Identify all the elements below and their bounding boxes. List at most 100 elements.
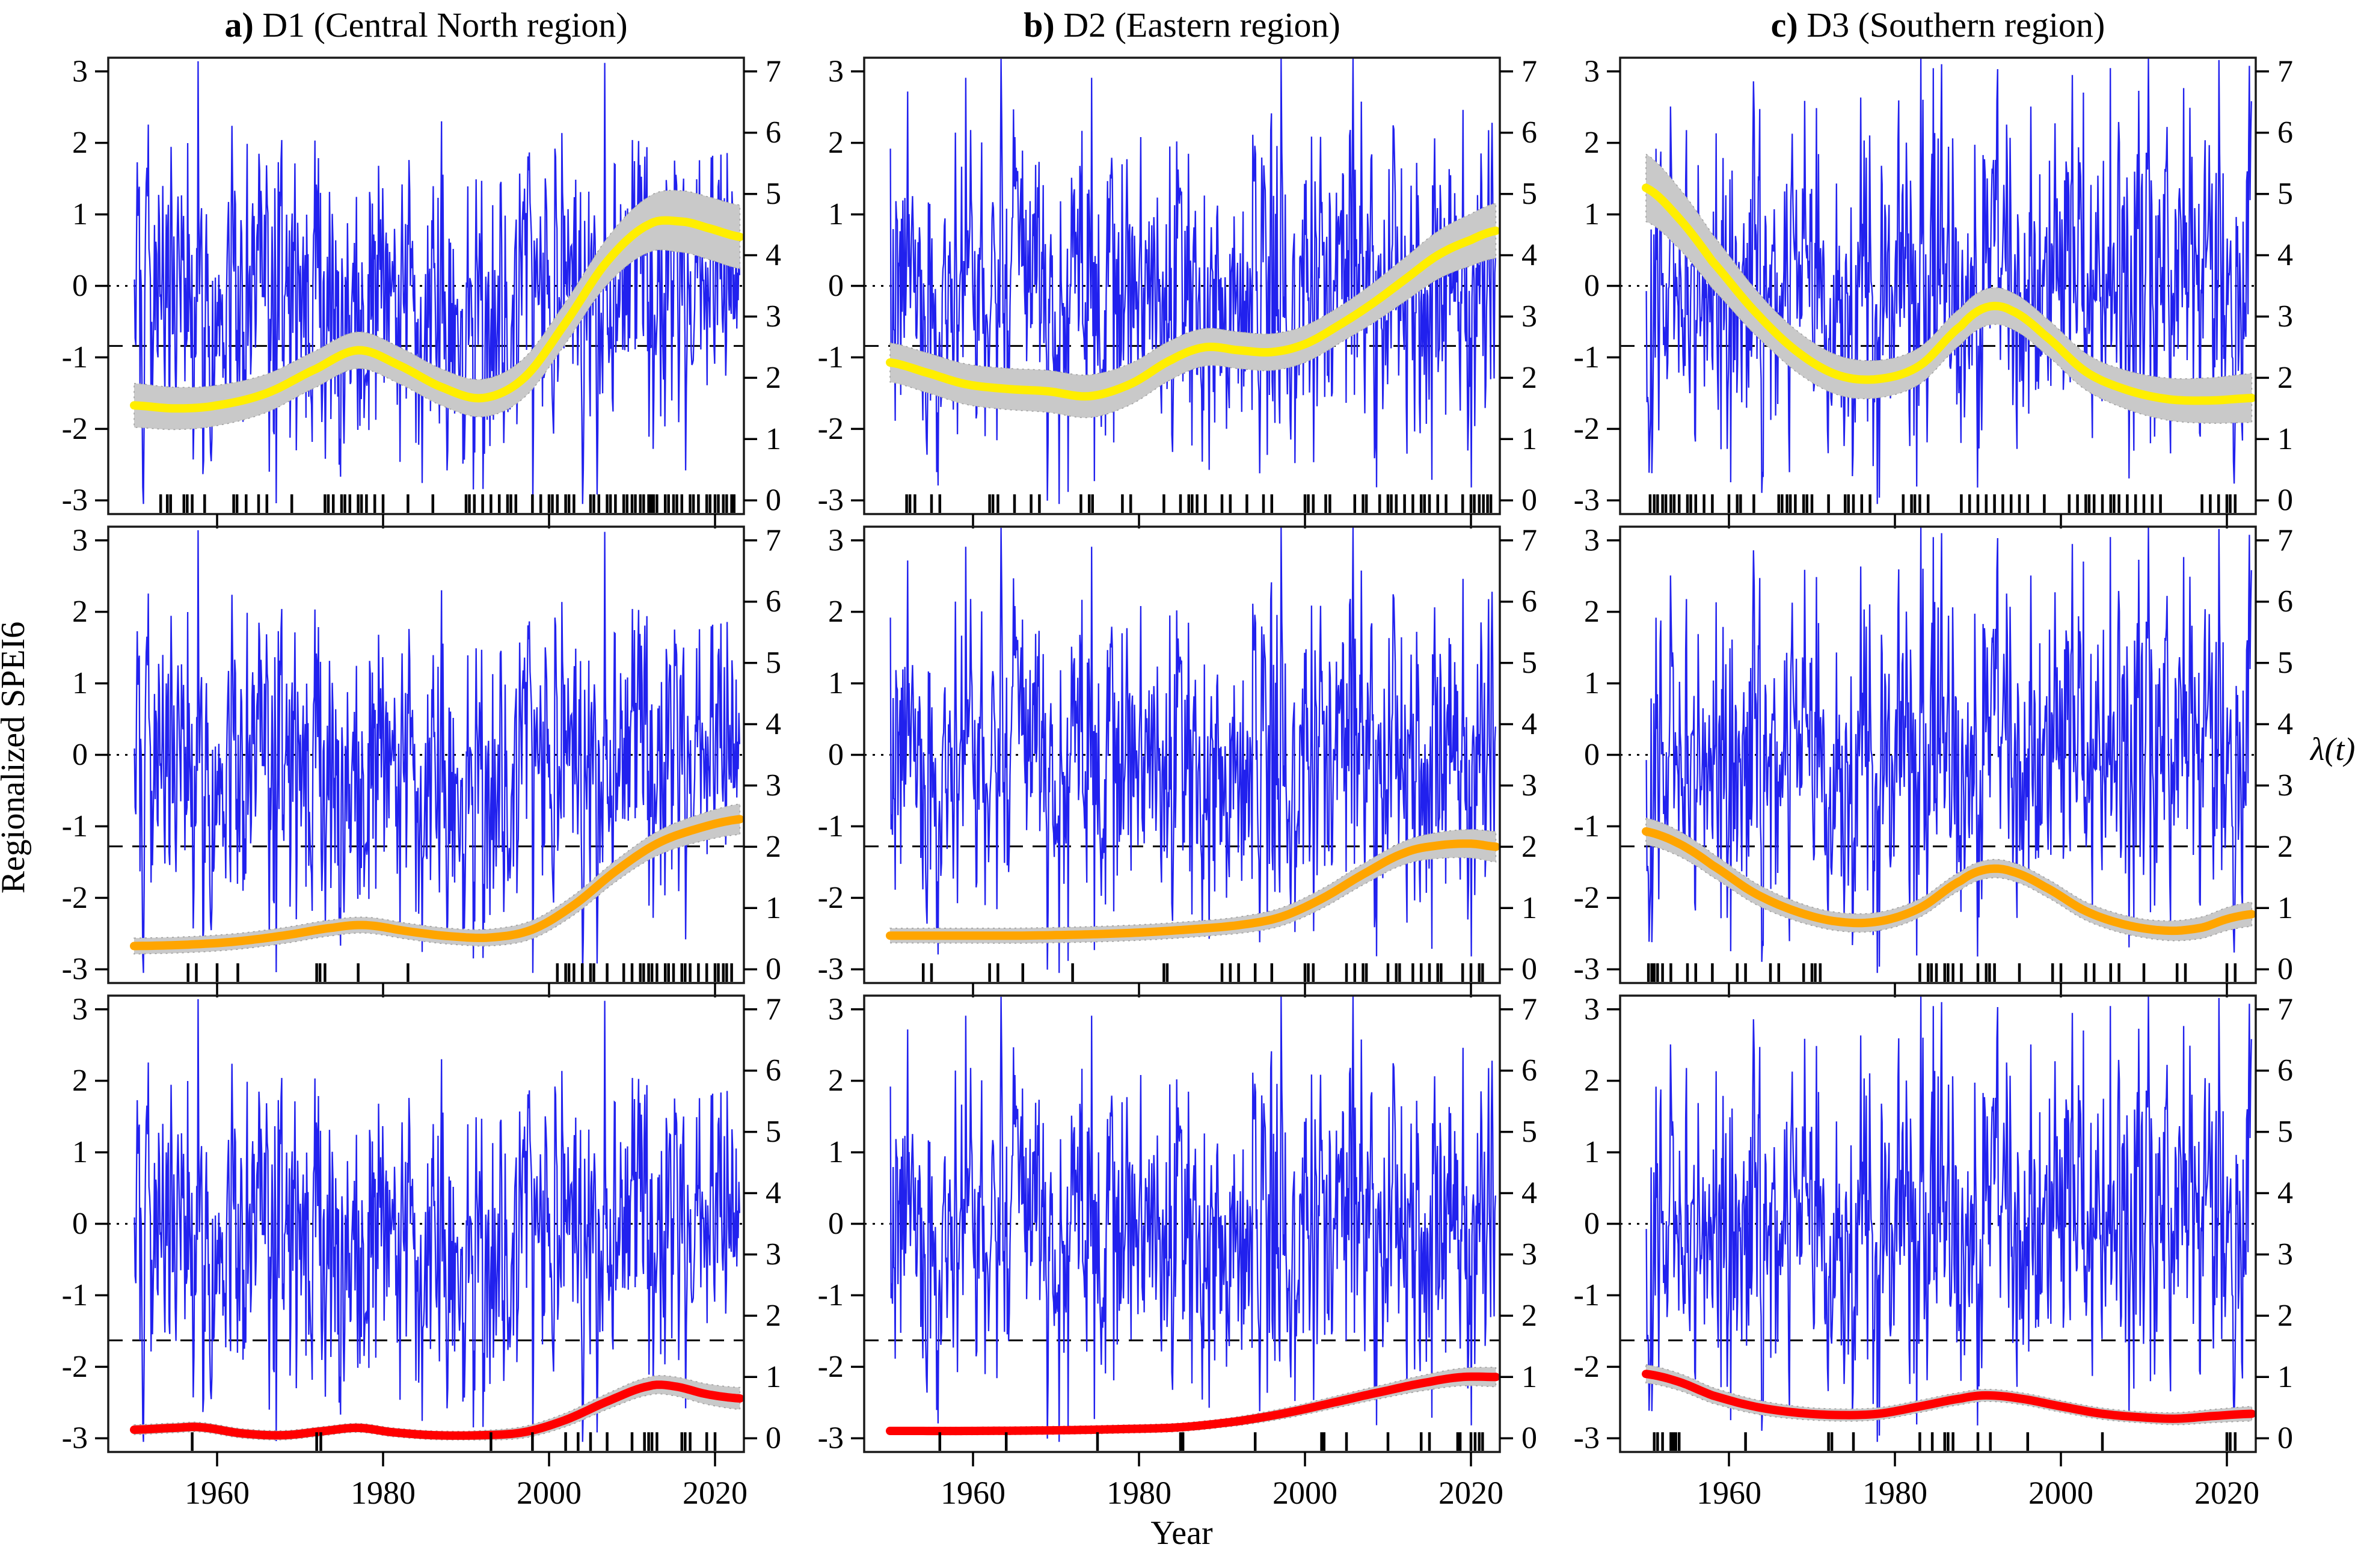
panel-b-severe: 3 2 1 0 -1 -2 -3 7 6 5 4 3 2 1 0 bbox=[818, 523, 1537, 997]
right-axis-tick-label: 1 bbox=[1521, 891, 1537, 925]
right-axis-tick-label: 0 bbox=[2277, 952, 2293, 987]
rug-marks bbox=[1653, 1432, 2237, 1451]
right-axis-tick-label: 3 bbox=[2277, 299, 2293, 334]
right-axis-tick-label: 5 bbox=[1521, 1115, 1537, 1149]
panel-c-moderate: 3 2 1 0 -1 -2 -3 7 6 5 4 3 2 1 0 bbox=[1574, 54, 2293, 528]
right-axis-tick-label: 3 bbox=[766, 1237, 781, 1272]
panel-a-extreme: 3 2 1 0 -1 -2 -3 7 6 5 4 3 2 1 0 1960 1980 2000 2020 bbox=[62, 992, 781, 1511]
left-axis-tick-label: 3 bbox=[1584, 54, 1600, 88]
right-axis-tick-label: 4 bbox=[2277, 238, 2293, 272]
panel-plot-area-a-extreme bbox=[108, 999, 744, 1442]
left-axis-tick-label: 1 bbox=[1584, 1135, 1600, 1169]
left-axis-tick-label: 2 bbox=[1584, 126, 1600, 160]
x-axis-tick-label: 1960 bbox=[185, 1475, 250, 1511]
left-axis-tick-label: -2 bbox=[818, 1350, 844, 1384]
x-axis-label: Year bbox=[1150, 1514, 1213, 1552]
panel-plot-area-c-extreme bbox=[1620, 996, 2256, 1442]
left-axis-tick-label: 2 bbox=[828, 1064, 844, 1098]
rug-marks bbox=[159, 494, 735, 513]
spei6-monthly-series-line bbox=[889, 527, 1496, 973]
right-axis-tick-label: 5 bbox=[766, 646, 781, 680]
left-axis-tick-label: 0 bbox=[828, 269, 844, 303]
right-axis-tick-label: 6 bbox=[766, 115, 781, 150]
panel-c-extreme: 3 2 1 0 -1 -2 -3 7 6 5 4 3 2 1 0 1960 1980 2000 2020 bbox=[1574, 992, 2293, 1511]
right-axis-tick-label: 4 bbox=[2277, 1176, 2293, 1210]
rug-marks bbox=[905, 494, 1493, 513]
right-axis-tick-label: 7 bbox=[1521, 992, 1537, 1026]
right-axis-tick-label: 0 bbox=[2277, 1421, 2293, 1456]
x-axis-tick-label: 2020 bbox=[1438, 1475, 1503, 1511]
left-axis-tick-label: -2 bbox=[1574, 412, 1600, 446]
left-axis-tick-label: 2 bbox=[72, 126, 88, 160]
right-axis-tick-label: 3 bbox=[2277, 1237, 2293, 1272]
left-axis-tick-label: 2 bbox=[1584, 595, 1600, 629]
left-axis-tick-label: 3 bbox=[1584, 523, 1600, 557]
panel-b-moderate: 3 2 1 0 -1 -2 -3 7 6 5 4 3 2 1 0 bbox=[818, 54, 1537, 528]
left-axis-tick-label: 3 bbox=[72, 54, 88, 88]
left-axis-tick-label: 3 bbox=[828, 992, 844, 1026]
spei6-monthly-series-line bbox=[134, 530, 740, 973]
left-axis-tick-label: 3 bbox=[828, 523, 844, 557]
panel-b-extreme: 3 2 1 0 -1 -2 -3 7 6 5 4 3 2 1 0 1960 1980 2000 2020 bbox=[818, 992, 1537, 1511]
confidence-band bbox=[889, 202, 1497, 418]
left-axis-tick-label: 0 bbox=[72, 738, 88, 772]
panel-title-d2: b) D2 (Eastern region) bbox=[864, 5, 1500, 45]
right-axis-tick-label: 6 bbox=[766, 584, 781, 619]
right-axis-tick-label: 3 bbox=[1521, 1237, 1537, 1272]
right-axis-tick-label: 6 bbox=[2277, 584, 2293, 619]
lambda-trend-line bbox=[130, 216, 744, 413]
left-axis-tick-label: -1 bbox=[818, 809, 844, 844]
x-axis-tick-label: 2020 bbox=[2194, 1475, 2259, 1511]
right-axis-tick-label: 5 bbox=[2277, 646, 2293, 680]
right-axis-tick-label: 2 bbox=[2277, 361, 2293, 395]
right-axis-tick-label: 4 bbox=[766, 238, 781, 272]
lambda-trend-line bbox=[886, 1372, 1500, 1436]
y-axis-label-right: λ(t) bbox=[2310, 731, 2356, 767]
rug-marks bbox=[921, 963, 1484, 982]
right-axis-tick-label: 0 bbox=[2277, 483, 2293, 518]
rug-marks bbox=[191, 1432, 717, 1451]
left-axis-tick-label: -3 bbox=[1574, 1421, 1600, 1456]
left-axis-tick-label: 0 bbox=[72, 1207, 88, 1241]
right-axis-tick-label: 2 bbox=[766, 830, 781, 864]
x-axis-tick-label: 1980 bbox=[351, 1475, 416, 1511]
spei6-monthly-series-line bbox=[1645, 527, 2252, 973]
right-axis-tick-label: 5 bbox=[766, 1115, 781, 1149]
x-axis-tick-label: 2000 bbox=[517, 1475, 582, 1511]
right-axis-tick-label: 0 bbox=[766, 483, 781, 518]
left-axis-tick-label: 0 bbox=[1584, 269, 1600, 303]
right-axis-tick-label: 4 bbox=[1521, 1176, 1537, 1210]
lambda-trend-line bbox=[130, 1380, 744, 1440]
right-axis-tick-label: 7 bbox=[2277, 54, 2293, 88]
left-axis-tick-label: -1 bbox=[818, 340, 844, 375]
left-axis-tick-label: 1 bbox=[828, 1135, 844, 1169]
x-axis-tick-label: 1960 bbox=[1696, 1475, 1761, 1511]
panel-a-severe: 3 2 1 0 -1 -2 -3 7 6 5 4 3 2 1 0 bbox=[62, 523, 781, 997]
left-axis-tick-label: -2 bbox=[818, 881, 844, 915]
left-axis-tick-label: 0 bbox=[828, 738, 844, 772]
right-axis-tick-label: 5 bbox=[1521, 646, 1537, 680]
panel-plot-area-b-extreme bbox=[864, 996, 1500, 1442]
panel-plot-area-a-moderate bbox=[108, 61, 744, 504]
right-axis-tick-label: 4 bbox=[2277, 707, 2293, 741]
left-axis-tick-label: 1 bbox=[828, 666, 844, 700]
left-axis-tick-label: -2 bbox=[62, 881, 88, 915]
right-axis-tick-label: 2 bbox=[2277, 830, 2293, 864]
right-axis-tick-label: 7 bbox=[766, 523, 781, 557]
x-axis-tick-label: 1980 bbox=[1107, 1475, 1171, 1511]
left-axis-tick-label: 3 bbox=[72, 523, 88, 557]
left-axis-tick-label: -3 bbox=[62, 952, 88, 987]
panel-title-d3: c) D3 (Southern region) bbox=[1620, 5, 2256, 45]
right-axis-tick-label: 0 bbox=[766, 952, 781, 987]
left-axis-tick-label: 0 bbox=[1584, 738, 1600, 772]
left-axis-tick-label: -2 bbox=[62, 412, 88, 446]
spei6-monthly-series-line bbox=[889, 996, 1496, 1442]
panel-title-text: D3 (Southern region) bbox=[1807, 5, 2105, 44]
lambda-trend-line bbox=[1642, 183, 2256, 405]
panel-plot-area-c-moderate bbox=[1620, 58, 2256, 504]
rug-marks bbox=[1647, 963, 2237, 982]
left-axis-tick-label: -3 bbox=[62, 1421, 88, 1456]
left-axis-tick-label: 3 bbox=[1584, 992, 1600, 1026]
right-axis-tick-label: 3 bbox=[2277, 768, 2293, 803]
